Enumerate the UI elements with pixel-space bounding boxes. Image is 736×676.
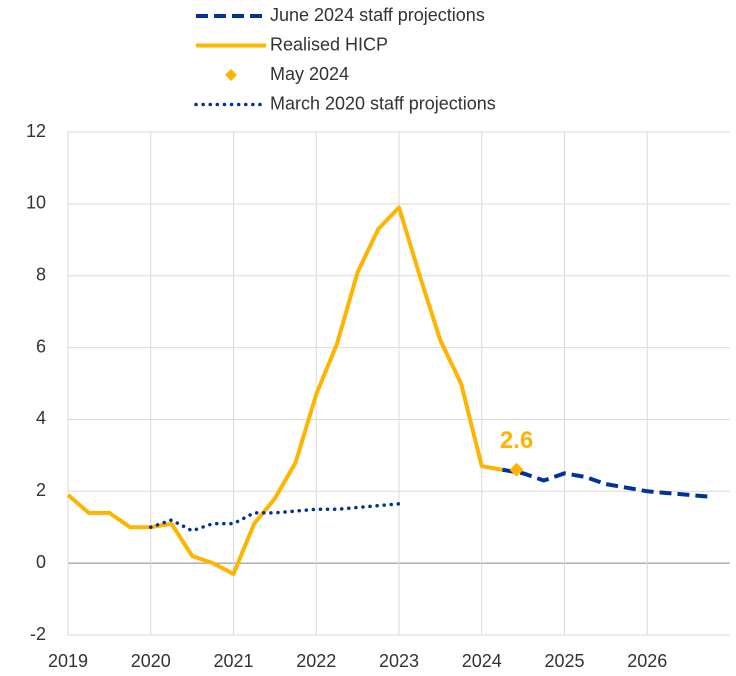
x-tick-label: 2022 [296, 651, 336, 671]
legend-marker [225, 69, 237, 81]
x-tick-label: 2020 [131, 651, 171, 671]
marker [509, 462, 524, 477]
x-tick-label: 2019 [48, 651, 88, 671]
line [149, 502, 401, 533]
y-tick-label: 6 [36, 336, 46, 356]
y-tick-label: 12 [26, 121, 46, 141]
x-tick-label: 2025 [544, 651, 584, 671]
data-label: 2.6 [500, 427, 533, 454]
legend-label: May 2024 [270, 64, 349, 84]
x-tick-label: 2024 [462, 651, 502, 671]
y-tick-label: 4 [36, 408, 46, 428]
x-tick-label: 2021 [213, 651, 253, 671]
legend-label: March 2020 staff projections [270, 93, 496, 113]
y-tick-label: -2 [30, 624, 46, 644]
legend-label: June 2024 staff projections [270, 5, 485, 25]
x-tick-label: 2026 [627, 651, 667, 671]
line [502, 467, 710, 499]
y-tick-label: 10 [26, 193, 46, 213]
y-tick-label: 0 [36, 552, 46, 572]
legend-label: Realised HICP [270, 34, 388, 54]
line [66, 205, 503, 576]
y-tick-label: 8 [36, 264, 46, 284]
y-tick-label: 2 [36, 480, 46, 500]
x-tick-label: 2023 [379, 651, 419, 671]
